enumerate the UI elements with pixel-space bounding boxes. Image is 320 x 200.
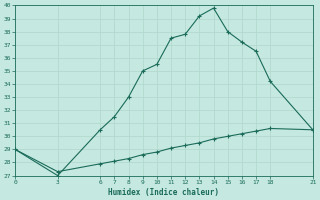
X-axis label: Humidex (Indice chaleur): Humidex (Indice chaleur) [108,188,220,197]
